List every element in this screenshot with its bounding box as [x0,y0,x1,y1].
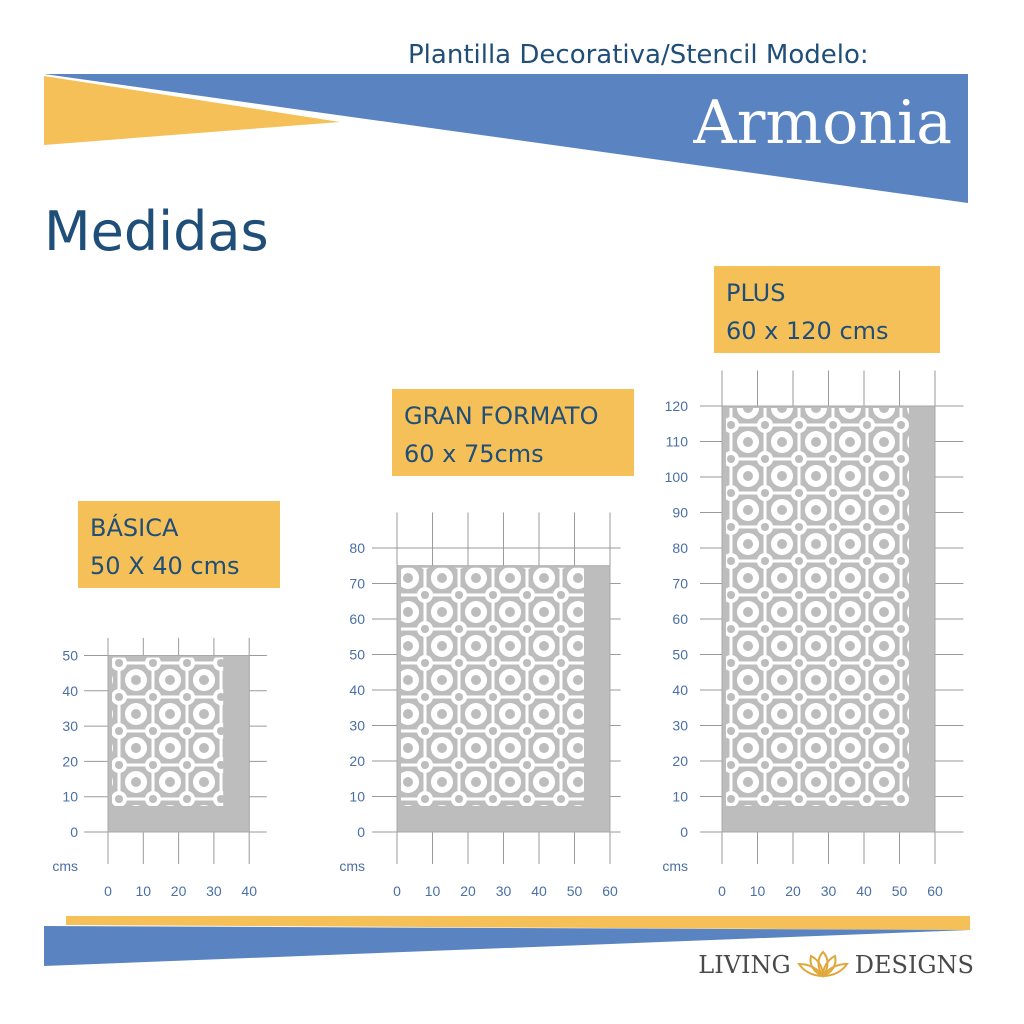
brand-name-left: LIVING [698,951,791,979]
size-name: GRAN FORMATO [404,402,599,430]
unit-label: cms [662,858,688,874]
stencil-subtitle: Plantilla Decorativa/Stencil Modelo: [408,40,869,70]
x-tick-label: 40 [856,883,872,899]
y-tick-label: 10 [349,789,365,805]
y-tick-label: 10 [672,789,688,805]
chart-basica: 0 10 20 30 40 50 0 10 20 30 40 cms [52,637,267,899]
x-tick-label: 10 [425,883,441,899]
stencil-outline [721,405,936,833]
footer-yellow-line [66,916,970,930]
footer-blue-band [44,926,970,966]
brand-logo: LIVING DESIGNS [698,950,974,980]
y-tick-label: 30 [62,718,78,734]
y-tick-label: 0 [680,824,688,840]
x-tick-label: 20 [785,883,801,899]
y-tick-label: 80 [349,540,365,556]
y-tick-label: 20 [349,753,365,769]
stencil-pattern [401,567,584,806]
unit-label: cms [52,858,78,874]
y-tick-label: 20 [62,753,78,769]
y-tick-label: 60 [672,611,688,627]
x-tick-label: 50 [567,883,583,899]
y-tick-label: 50 [62,648,78,664]
size-dims: 60 x 75cms [404,440,544,468]
y-tick-label: 20 [672,753,688,769]
y-tick-label: 40 [349,682,365,698]
x-tick-label: 40 [531,883,547,899]
x-tick-label: 10 [136,883,152,899]
y-tick-label: 10 [62,789,78,805]
y-tick-label: 70 [672,576,688,592]
stencil-pattern [112,657,224,806]
y-tick-label: 30 [672,718,688,734]
x-tick-label: 20 [171,883,187,899]
y-tick-label: 0 [357,824,365,840]
y-tick-label: 70 [349,576,365,592]
x-tick-label: 40 [241,883,257,899]
y-tick-label: 100 [665,469,689,485]
x-tick-label: 0 [104,883,112,899]
y-tick-label: 110 [666,434,689,450]
stencil-outline [396,565,611,833]
size-label-gran-formato: GRAN FORMATO 60 x 75cms [392,389,634,476]
size-dims: 60 x 120 cms [726,317,889,345]
size-label-plus: PLUS 60 x 120 cms [714,266,940,353]
stencil-outline [107,655,250,833]
size-dims: 50 X 40 cms [90,552,240,580]
x-tick-label: 50 [892,883,908,899]
y-tick-label: 120 [665,398,689,414]
header-yellow-band [44,76,340,145]
x-tick-label: 30 [821,883,837,899]
lotus-icon [796,950,849,978]
y-tick-label: 60 [349,611,365,627]
size-name: BÁSICA [90,514,179,542]
chart-gran-formato: 0 10 20 30 40 50 60 70 80 0 10 20 30 40 50 60 cms [339,512,621,899]
x-tick-label: 30 [206,883,222,899]
x-tick-label: 20 [460,883,476,899]
y-tick-label: 40 [672,682,688,698]
y-tick-label: 50 [349,647,365,663]
x-tick-label: 30 [496,883,512,899]
x-tick-label: 0 [718,883,726,899]
y-tick-label: 90 [672,505,688,521]
y-tick-label: 50 [672,647,688,663]
y-tick-label: 0 [70,824,78,840]
y-tick-label: 40 [62,683,78,699]
unit-label: cms [339,858,365,874]
model-name: Armonia [693,88,952,158]
y-tick-label: 30 [349,718,365,734]
stencil-pattern [726,408,909,806]
brand-name-right: DESIGNS [854,951,974,979]
x-tick-label: 60 [927,883,943,899]
x-tick-label: 0 [393,883,401,899]
x-tick-label: 10 [750,883,766,899]
size-name: PLUS [726,279,786,307]
y-tick-label: 80 [672,540,688,556]
header-blue-band [44,74,968,203]
chart-plus: 0 10 20 30 40 50 60 70 80 90 100 110 120 0 10 20 30 40 50 6… [662,370,964,899]
size-label-basica: BÁSICA 50 X 40 cms [78,501,280,588]
section-title: Medidas [44,200,269,263]
x-tick-label: 60 [602,883,618,899]
